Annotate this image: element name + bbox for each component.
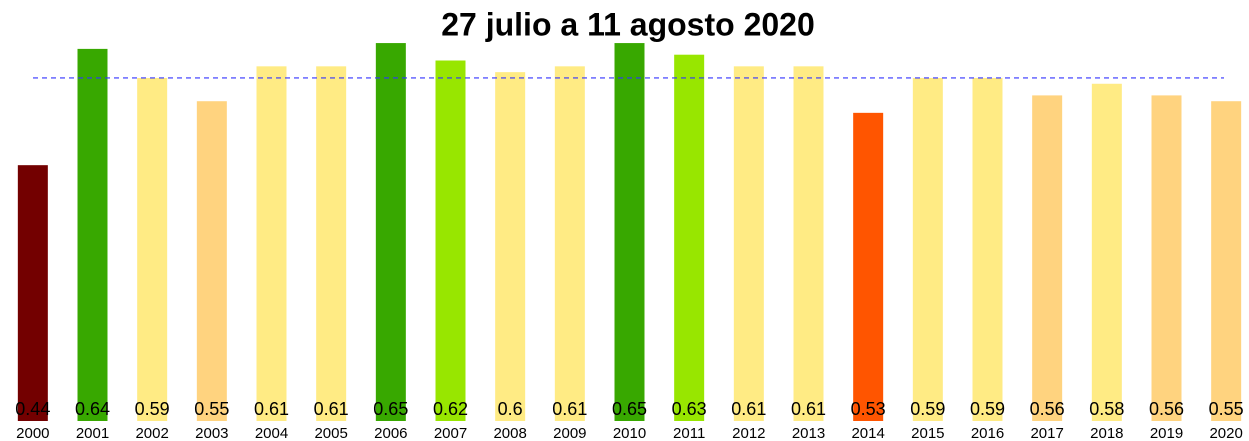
value-label: 0.55 xyxy=(194,399,229,419)
bar xyxy=(554,66,585,421)
value-label: 0.59 xyxy=(970,399,1005,419)
bar xyxy=(77,48,108,422)
bar xyxy=(614,43,645,421)
chart-title: 27 julio a 11 agosto 2020 xyxy=(441,6,815,42)
value-label: 0.59 xyxy=(135,399,170,419)
value-label: 0.65 xyxy=(373,399,408,419)
x-tick-label: 2013 xyxy=(792,425,825,441)
x-tick-label: 2014 xyxy=(851,425,884,441)
x-tick-label: 2003 xyxy=(195,425,228,441)
bar xyxy=(495,72,526,422)
x-tick-label: 2015 xyxy=(911,425,944,441)
bar xyxy=(1091,83,1122,422)
bar xyxy=(435,60,466,422)
value-label: 0.56 xyxy=(1149,399,1184,419)
value-label: 0.62 xyxy=(433,399,468,419)
x-tick-label: 2005 xyxy=(314,425,347,441)
bar xyxy=(733,66,764,421)
value-label: 0.61 xyxy=(314,399,349,419)
value-label: 0.65 xyxy=(612,399,647,419)
value-label: 0.59 xyxy=(910,399,945,419)
bar xyxy=(196,101,227,421)
x-tick-label: 2020 xyxy=(1209,425,1242,441)
bar xyxy=(256,66,287,421)
x-tick-label: 2000 xyxy=(16,425,49,441)
value-label: 0.61 xyxy=(791,399,826,419)
value-label: 0.56 xyxy=(1030,399,1065,419)
x-tick-label: 2001 xyxy=(76,425,109,441)
x-tick-label: 2012 xyxy=(732,425,765,441)
bar xyxy=(853,112,884,421)
bar xyxy=(793,66,824,421)
x-tick-label: 2006 xyxy=(374,425,407,441)
value-label: 0.53 xyxy=(851,399,886,419)
value-label: 0.61 xyxy=(731,399,766,419)
bar xyxy=(137,77,168,421)
x-tick-label: 2017 xyxy=(1030,425,1063,441)
bar xyxy=(1032,95,1063,422)
bar xyxy=(1211,101,1242,421)
bar xyxy=(674,54,705,421)
x-tick-label: 2018 xyxy=(1090,425,1123,441)
bar xyxy=(1151,95,1182,422)
value-label: 0.61 xyxy=(552,399,587,419)
x-tick-label: 2004 xyxy=(255,425,288,441)
bar xyxy=(375,43,406,421)
value-label: 0.58 xyxy=(1089,399,1124,419)
value-label: 0.61 xyxy=(254,399,289,419)
x-tick-label: 2016 xyxy=(971,425,1004,441)
bar xyxy=(972,77,1003,421)
x-tick-label: 2019 xyxy=(1150,425,1183,441)
x-tick-label: 2008 xyxy=(493,425,526,441)
x-tick-label: 2009 xyxy=(553,425,586,441)
x-tick-label: 2010 xyxy=(613,425,646,441)
x-tick-label: 2002 xyxy=(135,425,168,441)
value-label: 0.44 xyxy=(15,399,50,419)
value-label: 0.6 xyxy=(498,399,523,419)
bar xyxy=(17,165,48,421)
x-tick-label: 2007 xyxy=(434,425,467,441)
x-tick-label: 2011 xyxy=(673,425,705,441)
value-label: 0.64 xyxy=(75,399,110,419)
value-label: 0.55 xyxy=(1209,399,1244,419)
bar xyxy=(912,77,943,421)
value-label: 0.63 xyxy=(672,399,707,419)
bar xyxy=(316,66,347,421)
